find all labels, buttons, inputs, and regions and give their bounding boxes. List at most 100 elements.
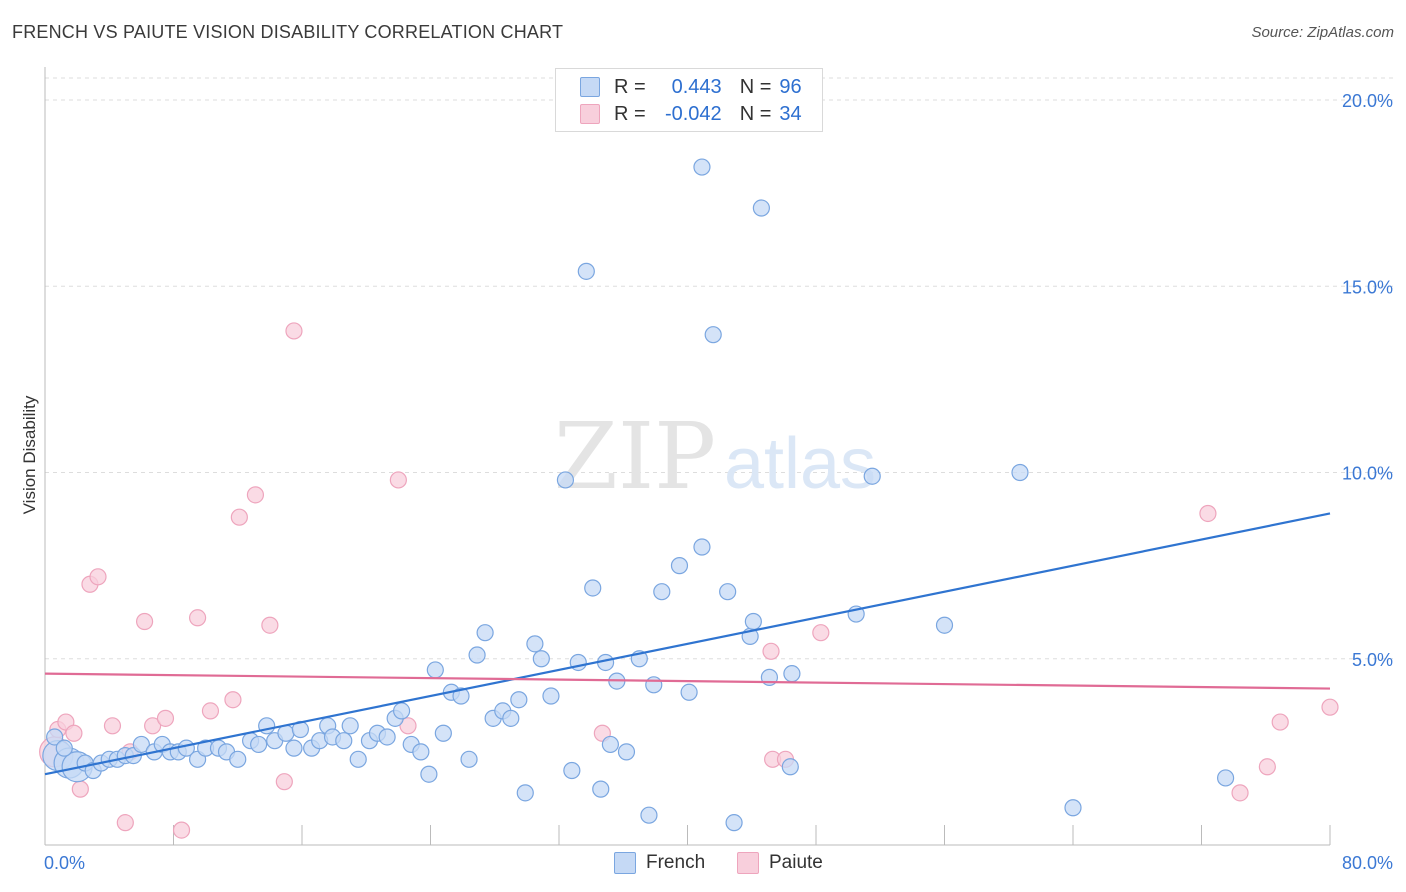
n-value: 96: [779, 75, 802, 98]
watermark-zip: ZIP: [554, 403, 716, 510]
french-point: [601, 735, 620, 754]
french-swatch: [580, 77, 600, 97]
paiute-point: [1199, 504, 1217, 523]
french-point: [452, 687, 470, 705]
french-point: [653, 583, 671, 601]
french-point: [502, 709, 520, 727]
trendlines: [44, 512, 1331, 776]
french-point: [460, 750, 478, 768]
paiute-point: [246, 486, 265, 504]
french-point: [693, 538, 711, 556]
axes: [44, 67, 1331, 846]
french-point: [526, 635, 544, 653]
paiute-point: [1271, 713, 1289, 731]
french-point: [1216, 769, 1235, 787]
french-point: [412, 743, 430, 761]
n-label: N =: [739, 102, 772, 125]
french-point: [783, 665, 801, 683]
legend-label-paiute: Paiute: [769, 852, 823, 873]
gridlines: [45, 77, 1395, 660]
tick-labels: 5.0% 10.0% 15.0% 20.0% 0.0% 80.0%: [44, 91, 1393, 873]
paiute-point: [261, 616, 279, 634]
french-point: [563, 761, 581, 780]
french-point: [516, 784, 534, 802]
french-point: [704, 326, 722, 344]
paiute-point: [201, 702, 220, 720]
french-point: [250, 735, 268, 754]
paiute-point: [285, 322, 303, 340]
paiute-point: [103, 717, 122, 735]
french-point: [584, 579, 602, 597]
french-point: [341, 717, 359, 735]
legend-row-paiute: R = -0.042 N = 34: [580, 102, 802, 126]
french-point: [719, 583, 737, 601]
french-point: [132, 735, 150, 754]
paiute-point: [135, 612, 154, 631]
french-point: [420, 765, 438, 783]
paiute-point: [389, 471, 407, 489]
french-point: [693, 158, 711, 176]
french-point: [556, 471, 575, 489]
paiute-swatch: [580, 104, 600, 124]
french-point: [335, 732, 353, 750]
paiute-point: [89, 568, 107, 586]
paiute-point: [1258, 758, 1276, 776]
french-point: [434, 724, 452, 742]
x-tick-label: 0.0%: [44, 853, 85, 873]
french-point: [277, 724, 295, 742]
paiute-point: [1321, 698, 1339, 716]
french-point: [617, 743, 636, 761]
correlation-legend: R = 0.443 N = 96 R = -0.042 N = 34: [555, 68, 823, 132]
y-tick-label: 5.0%: [1352, 650, 1393, 670]
y-tick-label: 10.0%: [1342, 464, 1393, 484]
french-point: [476, 624, 494, 642]
paiute-point: [399, 717, 417, 735]
french-point: [349, 750, 367, 768]
french-point: [725, 814, 743, 832]
french-point: [863, 467, 881, 485]
french-point: [510, 691, 528, 709]
french-point: [1011, 463, 1029, 482]
french-point: [542, 687, 560, 705]
french-point: [781, 758, 799, 776]
french-point: [46, 728, 64, 746]
paiute-point: [172, 821, 191, 839]
french-point: [935, 616, 954, 634]
french-point: [680, 683, 698, 701]
paiute-point: [275, 773, 293, 791]
watermark: ZIP atlas: [554, 403, 876, 510]
french-point: [752, 199, 770, 217]
series-legend: French Paiute: [0, 852, 1406, 878]
r-label: R =: [614, 102, 646, 125]
paiute-point: [812, 624, 830, 642]
legend-item-french: French: [614, 852, 705, 874]
french-point: [744, 612, 762, 631]
n-label: N =: [739, 75, 772, 98]
paiute-point: [144, 717, 162, 735]
chart-title: FRENCH VS PAIUTE VISION DISABILITY CORRE…: [12, 22, 564, 42]
french-point: [392, 702, 411, 720]
french-point: [285, 739, 303, 757]
paiute-point: [224, 691, 242, 709]
legend-label-french: French: [646, 852, 706, 873]
french-point: [468, 646, 486, 664]
paiute-point: [116, 814, 134, 832]
french-point: [55, 739, 73, 757]
french-point: [229, 750, 247, 768]
legend-row-french: R = 0.443 N = 96: [580, 75, 802, 99]
french-point: [577, 262, 595, 280]
french-point: [378, 728, 396, 746]
y-tick-label: 15.0%: [1342, 277, 1393, 297]
french-trendline: [44, 512, 1331, 776]
n-value: 34: [779, 102, 802, 125]
r-value: 0.443: [671, 75, 722, 98]
paiute-point: [71, 780, 89, 798]
paiute-swatch: [737, 852, 759, 874]
french-point: [592, 780, 610, 798]
paiute-point: [1231, 784, 1249, 802]
paiute-point: [65, 724, 83, 742]
paiute-trendline: [44, 672, 1331, 690]
french-point: [670, 557, 689, 575]
french-point: [640, 806, 658, 824]
